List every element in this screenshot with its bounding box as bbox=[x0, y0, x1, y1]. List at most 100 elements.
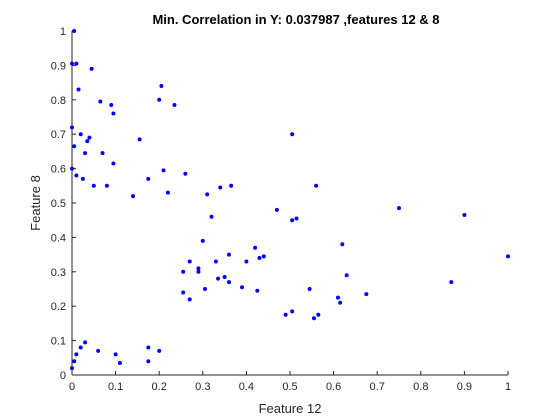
data-point bbox=[240, 285, 245, 290]
data-point bbox=[78, 345, 83, 350]
data-point bbox=[340, 242, 345, 247]
data-point bbox=[205, 192, 210, 197]
data-point bbox=[253, 245, 258, 250]
data-point bbox=[159, 84, 164, 89]
data-point bbox=[255, 288, 260, 293]
data-point bbox=[311, 316, 316, 321]
data-point bbox=[117, 360, 122, 365]
x-tick-label: 0.6 bbox=[326, 381, 341, 393]
x-tick-label: 0.2 bbox=[152, 381, 167, 393]
data-point bbox=[87, 135, 92, 140]
data-point bbox=[283, 312, 288, 317]
data-point bbox=[314, 183, 319, 188]
data-point bbox=[335, 295, 340, 300]
data-point bbox=[316, 312, 321, 317]
data-point bbox=[74, 173, 79, 178]
data-point bbox=[165, 190, 170, 195]
y-tick-label: 0.9 bbox=[51, 60, 66, 72]
data-point bbox=[261, 254, 266, 259]
x-tick-label: 0.8 bbox=[413, 381, 428, 393]
data-point bbox=[202, 287, 207, 291]
data-point bbox=[70, 366, 74, 371]
data-point bbox=[213, 259, 218, 264]
y-tick-label: 0.8 bbox=[51, 95, 66, 107]
data-point bbox=[85, 139, 90, 144]
data-point bbox=[137, 137, 142, 142]
x-ticks: 0 0.1 0.2 0.3 0.4 0.5 0.6 0.7 0.8 0.9 1 bbox=[69, 371, 511, 393]
data-point bbox=[146, 345, 151, 350]
x-tick-label: 0.5 bbox=[282, 381, 297, 393]
data-point bbox=[131, 194, 136, 199]
data-point bbox=[181, 290, 186, 295]
data-point bbox=[307, 287, 312, 291]
data-point bbox=[96, 348, 101, 353]
data-point bbox=[89, 66, 94, 71]
data-point bbox=[111, 111, 116, 116]
data-point bbox=[78, 132, 83, 137]
data-point bbox=[506, 254, 510, 259]
x-tick-label: 0 bbox=[69, 381, 75, 393]
y-tick-label: 1 bbox=[60, 26, 66, 38]
data-point bbox=[172, 102, 177, 107]
data-point bbox=[80, 176, 85, 181]
x-tick-label: 0.3 bbox=[195, 381, 210, 393]
data-point bbox=[338, 300, 343, 305]
data-point bbox=[290, 132, 295, 137]
data-point bbox=[187, 297, 192, 302]
data-point bbox=[146, 176, 151, 181]
x-tick-label: 0.4 bbox=[239, 381, 254, 393]
data-point bbox=[397, 206, 401, 211]
data-point bbox=[74, 61, 79, 66]
data-point bbox=[216, 276, 221, 281]
data-point bbox=[226, 252, 231, 257]
data-point bbox=[100, 151, 105, 156]
data-point bbox=[104, 183, 109, 188]
data-point bbox=[226, 280, 231, 285]
data-point bbox=[196, 269, 201, 274]
y-tick-label: 0.6 bbox=[51, 164, 66, 176]
data-point bbox=[257, 256, 262, 261]
y-axis-label: Feature 8 bbox=[28, 175, 43, 231]
y-tick-label: 0.3 bbox=[51, 267, 66, 279]
data-point bbox=[70, 125, 74, 130]
data-point bbox=[157, 348, 162, 353]
x-axis-label: Feature 12 bbox=[259, 401, 322, 416]
y-tick-label: 0 bbox=[60, 370, 66, 382]
data-point bbox=[72, 144, 77, 149]
data-point bbox=[70, 166, 74, 171]
data-point bbox=[76, 87, 81, 92]
x-tick-label: 0.1 bbox=[108, 381, 123, 393]
data-points bbox=[70, 29, 510, 371]
data-point bbox=[290, 309, 295, 314]
data-point bbox=[98, 99, 103, 104]
data-point bbox=[290, 218, 295, 223]
data-point bbox=[462, 213, 467, 218]
data-point bbox=[146, 359, 151, 364]
data-point bbox=[244, 259, 249, 264]
data-point bbox=[209, 214, 214, 219]
y-tick-label: 0.1 bbox=[51, 336, 66, 348]
plot-area: 0 0.1 0.2 0.3 0.4 0.5 0.6 0.7 0.8 0.9 1 0 0.1 0.2 0.3… bbox=[51, 26, 511, 393]
y-ticks: 0 0.1 0.2 0.3 0.4 0.5 0.6 0.7 0.8 0.9 1 bbox=[51, 26, 76, 382]
data-point bbox=[364, 292, 369, 297]
y-tick-label: 0.5 bbox=[51, 198, 66, 210]
data-point bbox=[196, 266, 201, 271]
data-point bbox=[200, 238, 205, 243]
data-point bbox=[294, 216, 299, 221]
data-point bbox=[222, 274, 227, 279]
data-point bbox=[183, 171, 188, 176]
data-point bbox=[83, 151, 88, 156]
data-point bbox=[229, 183, 234, 188]
data-point bbox=[161, 168, 166, 173]
data-point bbox=[111, 161, 116, 166]
x-tick-label: 0.9 bbox=[457, 381, 472, 393]
data-point bbox=[83, 340, 88, 345]
data-point bbox=[449, 280, 454, 285]
data-point bbox=[72, 29, 77, 33]
y-tick-label: 0.4 bbox=[51, 232, 66, 244]
data-point bbox=[70, 61, 74, 66]
data-point bbox=[274, 207, 279, 212]
